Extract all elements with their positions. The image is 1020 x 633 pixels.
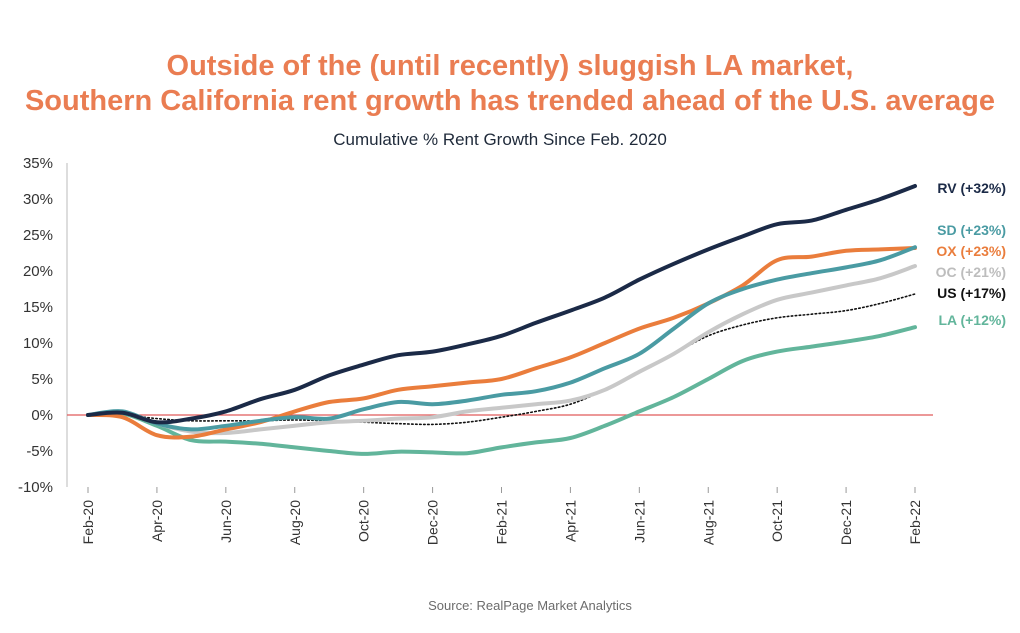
x-tick-label: Feb-22 — [907, 500, 923, 545]
series-line-rv — [86, 184, 917, 425]
y-tick-label: 30% — [23, 191, 53, 208]
source-note: Source: RealPage Market Analytics — [428, 598, 632, 613]
series-line-sd — [86, 245, 917, 432]
series-line-la — [86, 325, 917, 456]
series-label-oc: OC (+21%) — [936, 264, 1006, 280]
x-tick-label: Feb-20 — [80, 500, 96, 545]
series-label-ox: OX (+23%) — [936, 243, 1006, 259]
series-lines — [86, 184, 917, 456]
chart-title-line2: Southern California rent growth has tren… — [24, 85, 996, 117]
y-tick-label: 0% — [31, 407, 53, 424]
x-axis-ticks: Feb-20 Apr-20 Jun-20 Aug-20 Oct-20 Dec-20 Feb-… — [80, 487, 923, 545]
series-line-us — [87, 293, 916, 426]
series-labels: RV (+32%) SD (+23%) OX (+23%) OC (+21%) US (… — [936, 180, 1006, 328]
series-label-rv: RV (+32%) — [937, 180, 1006, 196]
y-tick-label: 25% — [23, 227, 53, 244]
x-tick-label: Dec-20 — [425, 500, 441, 545]
chart-subtitle: Cumulative % Rent Growth Since Feb. 2020 — [333, 130, 667, 149]
series-label-us: US (+17%) — [937, 285, 1006, 301]
series-line-oc — [86, 264, 917, 436]
x-tick-label: Oct-21 — [769, 500, 785, 542]
x-tick-label: Jun-20 — [218, 500, 234, 543]
series-label-la: LA (+12%) — [938, 312, 1006, 328]
x-tick-label: Aug-21 — [700, 500, 716, 545]
y-tick-label: 20% — [23, 263, 53, 280]
chart-title-line1: Outside of the (until recently) sluggish… — [166, 50, 854, 82]
y-tick-label: 15% — [23, 299, 53, 316]
x-tick-label: Jun-21 — [631, 500, 647, 543]
x-tick-label: Oct-20 — [356, 500, 372, 542]
y-tick-label: -10% — [18, 479, 53, 496]
x-tick-label: Apr-20 — [149, 500, 165, 542]
y-tick-label: 5% — [31, 371, 53, 388]
y-axis-ticks: 35% 30% 25% 20% 15% 10% 5% 0% -5% -10% — [18, 155, 53, 496]
series-line-ox — [86, 246, 917, 440]
y-tick-label: 10% — [23, 335, 53, 352]
y-tick-label: 35% — [23, 155, 53, 172]
series-label-sd: SD (+23%) — [937, 222, 1006, 238]
x-tick-label: Feb-21 — [494, 500, 510, 545]
x-tick-label: Dec-21 — [838, 500, 854, 545]
x-tick-label: Apr-21 — [562, 500, 578, 542]
x-tick-label: Aug-20 — [287, 500, 303, 545]
y-tick-label: -5% — [26, 443, 53, 460]
